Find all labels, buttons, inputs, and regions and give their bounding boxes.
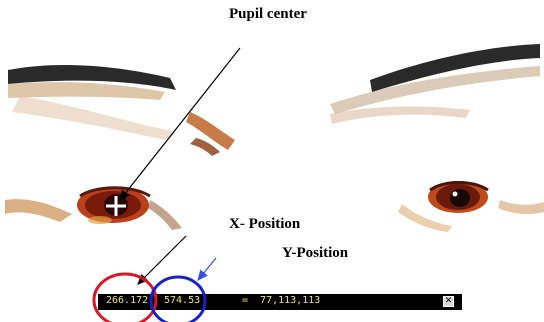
x-position-label: X- Position xyxy=(229,216,301,232)
pupil-crosshair-icon xyxy=(106,196,126,216)
pupil-center-label: Pupil center xyxy=(229,6,307,22)
coordinate-status-bar: 266.172, 574.53 = 77,113,113 ✕ xyxy=(98,294,462,310)
x-coordinate-readout: 266.172, xyxy=(106,295,155,306)
right-eye xyxy=(428,181,489,213)
face-shadows xyxy=(5,199,544,232)
right-eyebrow xyxy=(330,44,540,124)
close-icon[interactable]: ✕ xyxy=(443,296,454,307)
pixel-value-readout: = 77,113,113 xyxy=(242,295,321,306)
left-eyebrow xyxy=(8,64,235,156)
y-position-label: Y-Position xyxy=(282,245,349,261)
y-coordinate-readout: 574.53 xyxy=(164,295,201,306)
